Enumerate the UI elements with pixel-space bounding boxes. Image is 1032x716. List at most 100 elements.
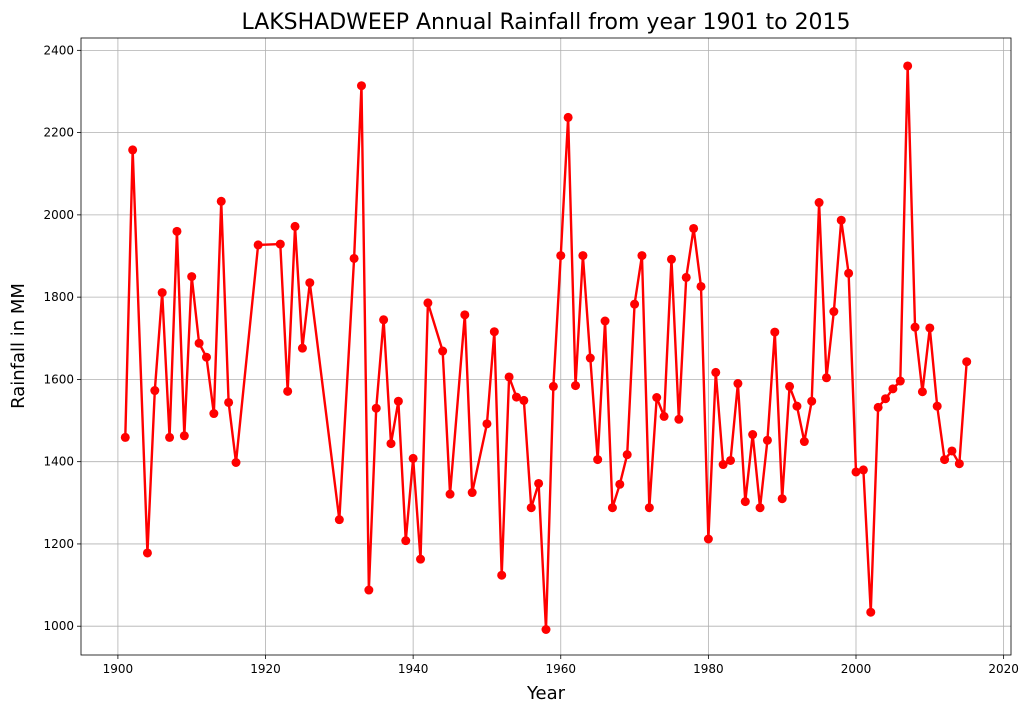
data-point <box>644 503 654 513</box>
data-point <box>814 198 824 208</box>
data-point <box>829 307 839 317</box>
data-point <box>379 315 389 325</box>
data-point <box>755 503 765 513</box>
data-point <box>187 272 197 282</box>
data-point <box>925 323 935 333</box>
data-point <box>305 278 315 288</box>
data-point <box>689 223 699 233</box>
data-point <box>334 515 344 525</box>
data-point <box>467 488 477 498</box>
data-point <box>630 299 640 309</box>
data-point <box>224 397 234 407</box>
data-point <box>194 338 204 348</box>
data-point <box>438 346 448 356</box>
data-point <box>364 585 374 595</box>
data-point <box>401 536 411 546</box>
data-point <box>290 221 300 231</box>
data-point <box>371 403 381 413</box>
series-layer <box>120 61 972 634</box>
x-tick-label: 1940 <box>398 662 429 676</box>
data-point <box>733 379 743 389</box>
data-point <box>393 396 403 406</box>
data-point <box>209 409 219 419</box>
data-point <box>785 381 795 391</box>
data-point <box>807 396 817 406</box>
data-point <box>881 394 891 404</box>
data-point <box>681 272 691 282</box>
data-point <box>556 251 566 261</box>
data-point <box>851 467 861 477</box>
data-point <box>666 254 676 264</box>
y-tick-label: 1600 <box>43 372 74 386</box>
data-point <box>541 624 551 634</box>
data-point <box>962 357 972 367</box>
data-point <box>762 435 772 445</box>
y-tick-label: 2400 <box>43 43 74 57</box>
data-point <box>777 494 787 504</box>
data-point <box>615 479 625 489</box>
data-point <box>534 478 544 488</box>
data-point <box>297 343 307 353</box>
data-point <box>519 395 529 405</box>
data-point <box>593 455 603 465</box>
data-point <box>799 437 809 447</box>
data-point <box>895 376 905 386</box>
data-point <box>165 432 175 442</box>
data-point <box>526 503 536 513</box>
data-point <box>718 460 728 470</box>
data-point <box>659 411 669 421</box>
y-axis-label: Rainfall in MM <box>8 283 29 409</box>
data-point <box>770 327 780 337</box>
data-point <box>504 372 514 382</box>
data-point <box>703 534 713 544</box>
data-point <box>482 419 492 429</box>
chart-title: LAKSHADWEEP Annual Rainfall from year 19… <box>241 10 850 35</box>
data-point <box>726 455 736 465</box>
data-point <box>932 401 942 411</box>
data-point <box>571 381 581 391</box>
data-point <box>866 607 876 617</box>
data-point <box>954 459 964 469</box>
data-point <box>821 373 831 383</box>
data-point <box>349 253 359 263</box>
data-point <box>283 386 293 396</box>
y-tick-label: 1800 <box>43 290 74 304</box>
data-point <box>792 401 802 411</box>
series-line <box>124 64 968 631</box>
data-point <box>231 457 241 467</box>
data-point <box>858 465 868 475</box>
data-point <box>578 251 588 261</box>
data-point <box>253 240 263 250</box>
y-tick-label: 1000 <box>43 619 74 633</box>
x-tick-label: 1920 <box>250 662 281 676</box>
plot-frame <box>80 37 1012 656</box>
data-point <box>120 432 130 442</box>
x-tick-label: 1980 <box>693 662 724 676</box>
data-point <box>740 497 750 507</box>
data-point <box>563 112 573 122</box>
data-point <box>873 402 883 412</box>
data-point <box>128 145 138 155</box>
data-point <box>917 387 927 397</box>
data-point <box>844 268 854 278</box>
data-point <box>940 455 950 465</box>
data-point <box>179 431 189 441</box>
data-point <box>445 489 455 499</box>
data-point <box>711 367 721 377</box>
x-tick-label: 2000 <box>841 662 872 676</box>
y-tick-label: 2200 <box>43 126 74 140</box>
y-tick-label: 1400 <box>43 455 74 469</box>
data-point <box>910 322 920 332</box>
data-point <box>511 392 521 402</box>
data-point <box>460 310 470 320</box>
data-point <box>416 554 426 564</box>
x-tick-label: 1960 <box>545 662 576 676</box>
data-point <box>637 251 647 261</box>
data-point <box>157 288 167 298</box>
data-point <box>585 353 595 363</box>
data-point <box>275 239 285 249</box>
data-point <box>548 381 558 391</box>
data-point <box>201 352 211 362</box>
data-point <box>947 446 957 456</box>
